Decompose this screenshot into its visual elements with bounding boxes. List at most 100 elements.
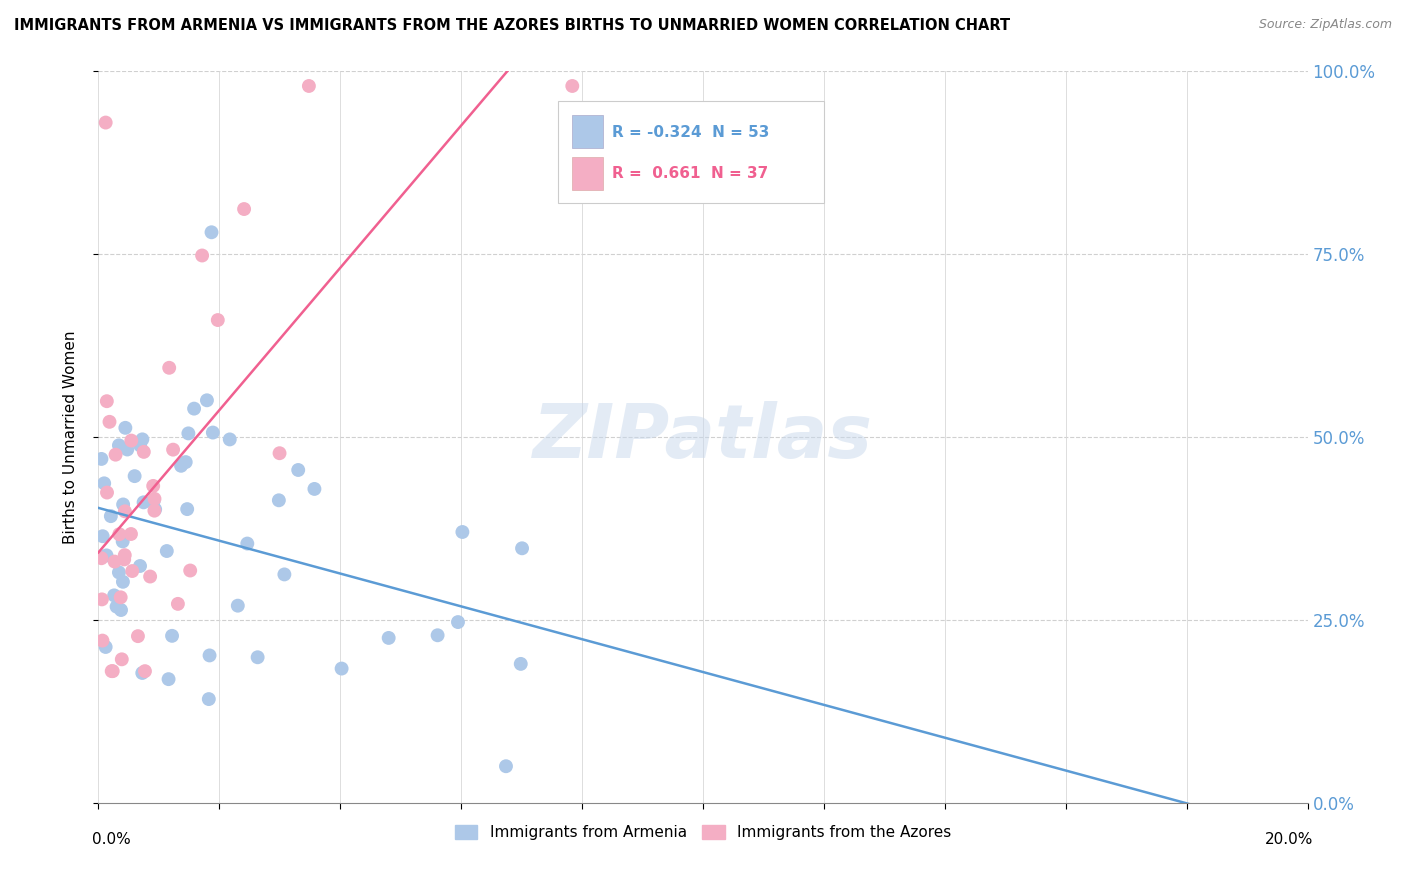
Point [121, 564, 143, 578]
Point [157, 672, 180, 686]
Point [94, 640, 117, 654]
Point [91, 633, 114, 648]
Point [426, 628, 449, 642]
Point [114, 421, 136, 435]
Point [114, 548, 136, 562]
Point [104, 448, 127, 462]
Point [510, 541, 533, 556]
Text: Source: ZipAtlas.com: Source: ZipAtlas.com [1258, 18, 1392, 31]
Text: R =  0.661  N = 37: R = 0.661 N = 37 [613, 166, 769, 181]
Point [143, 491, 166, 506]
FancyBboxPatch shape [558, 101, 824, 203]
Point [170, 458, 193, 473]
Point [267, 493, 290, 508]
Point [96, 394, 118, 409]
Point [112, 498, 135, 512]
Point [330, 662, 353, 676]
Point [94, 115, 117, 129]
Point [207, 313, 229, 327]
Point [143, 502, 166, 516]
Text: 0.0%: 0.0% [93, 832, 131, 847]
Point [108, 527, 131, 541]
Text: IMMIGRANTS FROM ARMENIA VS IMMIGRANTS FROM THE AZORES BIRTHS TO UNMARRIED WOMEN : IMMIGRANTS FROM ARMENIA VS IMMIGRANTS FR… [14, 18, 1010, 33]
Point [98, 415, 121, 429]
Point [131, 433, 153, 447]
Point [377, 631, 399, 645]
Point [177, 426, 200, 441]
Point [112, 552, 135, 566]
Point [233, 202, 256, 216]
Bar [572, 115, 603, 148]
Point [104, 555, 127, 569]
Point [198, 648, 221, 663]
Point [304, 482, 326, 496]
Point [183, 401, 205, 416]
Point [111, 574, 134, 589]
Point [236, 536, 259, 550]
Point [269, 446, 291, 460]
Point [110, 591, 132, 605]
Point [198, 692, 221, 706]
Point [226, 599, 249, 613]
Point [160, 629, 183, 643]
Point [90, 551, 112, 566]
Point [129, 438, 152, 452]
Point [105, 599, 128, 614]
Point [110, 603, 132, 617]
Point [91, 529, 114, 543]
Point [179, 564, 201, 578]
Point [143, 503, 166, 517]
Point [111, 652, 134, 666]
Point [132, 495, 155, 509]
Point [174, 455, 197, 469]
Point [167, 597, 190, 611]
Text: ZIPatlas: ZIPatlas [533, 401, 873, 474]
Point [100, 664, 122, 678]
Point [447, 615, 470, 629]
Point [114, 504, 136, 518]
Point [298, 78, 321, 93]
Point [139, 569, 162, 583]
Point [156, 544, 179, 558]
Y-axis label: Births to Unmarried Women: Births to Unmarried Women [63, 330, 77, 544]
Point [200, 225, 222, 239]
Point [561, 78, 583, 93]
Point [142, 479, 165, 493]
Point [495, 759, 517, 773]
Point [108, 566, 131, 580]
Point [287, 463, 309, 477]
Point [273, 567, 295, 582]
Point [142, 494, 165, 508]
Point [117, 442, 139, 457]
Point [96, 485, 118, 500]
Point [127, 629, 149, 643]
Point [120, 527, 142, 541]
Point [90, 451, 112, 466]
Point [451, 524, 474, 539]
Point [195, 393, 218, 408]
Point [191, 248, 214, 262]
Bar [572, 157, 603, 190]
Point [176, 502, 198, 516]
Point [90, 592, 112, 607]
Legend: Immigrants from Armenia, Immigrants from the Azores: Immigrants from Armenia, Immigrants from… [449, 819, 957, 847]
Point [111, 534, 134, 549]
Point [218, 433, 240, 447]
Point [134, 664, 156, 678]
Point [120, 434, 142, 448]
Text: R = -0.324  N = 53: R = -0.324 N = 53 [613, 125, 769, 139]
Point [124, 469, 146, 483]
Point [93, 476, 115, 491]
Point [246, 650, 269, 665]
Point [103, 588, 125, 602]
Point [201, 425, 224, 440]
Point [162, 442, 184, 457]
Point [129, 559, 152, 574]
Point [509, 657, 531, 671]
Point [101, 664, 124, 678]
Point [100, 509, 122, 524]
Point [96, 549, 118, 563]
Text: 20.0%: 20.0% [1265, 832, 1313, 847]
Point [132, 445, 155, 459]
Point [108, 438, 131, 452]
